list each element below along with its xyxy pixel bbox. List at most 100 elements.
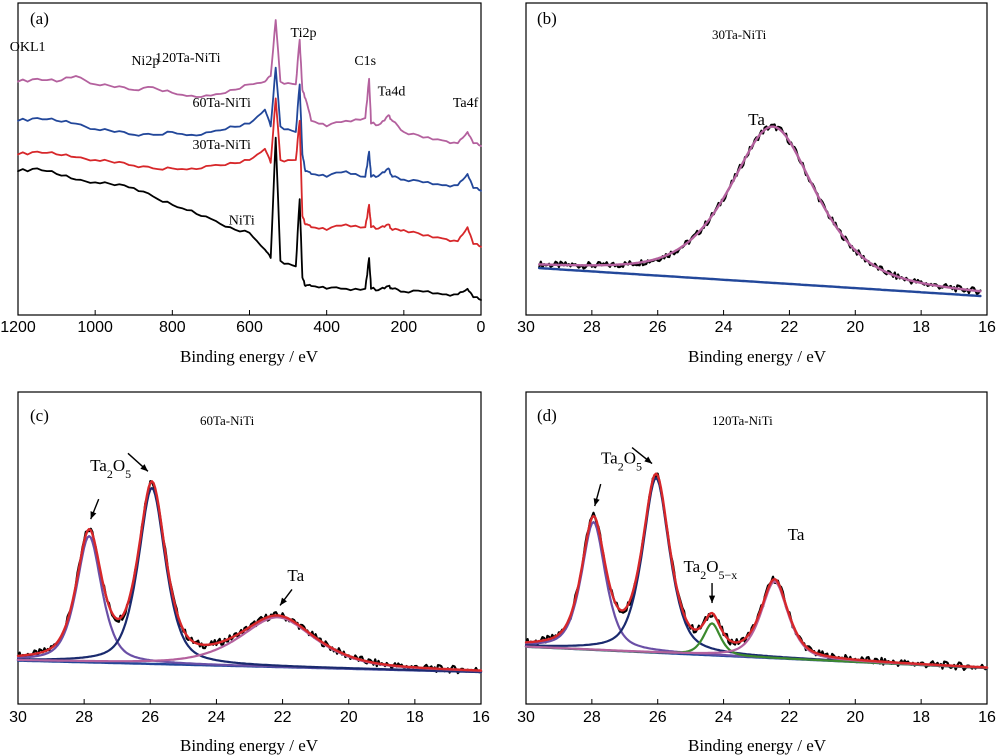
- panel-b-label: (b): [537, 9, 557, 28]
- panel-a-label: (a): [30, 9, 49, 28]
- spectrum-120ta-niti: [17, 19, 482, 147]
- panel-b-frame: [525, 2, 988, 316]
- panel-c-annotations: Ta2O5 Ta: [90, 452, 305, 606]
- raw-spectrum: [16, 480, 483, 675]
- fit-envelope: [524, 472, 989, 669]
- x-tick-label: 22: [781, 709, 799, 726]
- label-ta2o5: Ta2O5: [90, 456, 131, 481]
- x-tick-label: 18: [406, 709, 424, 726]
- x-tick-label: 24: [715, 709, 733, 726]
- panel-a-spectra: [17, 19, 482, 301]
- panel-d-frame: [525, 391, 988, 705]
- panel-d-x-ticks: 30 28 26 24 22 20 18 16: [517, 699, 996, 726]
- label-niti: NiTi: [229, 213, 255, 228]
- panel-b-sample-title: 30Ta-NiTi: [712, 27, 767, 42]
- x-tick-label: 1000: [77, 319, 113, 336]
- raw-spectrum: [538, 123, 982, 296]
- panel-b-x-axis-title: Binding energy / eV: [688, 347, 827, 366]
- peak-ta2o5: [524, 476, 989, 669]
- spectrum-60ta-niti: [17, 66, 482, 192]
- panel-d-sample-title: 120Ta-NiTi: [712, 413, 773, 428]
- label-ta4d: Ta4d: [378, 85, 406, 100]
- x-tick-label: 30: [517, 319, 535, 336]
- fit-envelope: [16, 480, 483, 672]
- x-tick-label: 20: [846, 319, 864, 336]
- label-ta: Ta: [287, 566, 304, 585]
- panel-c-fit-curves: [16, 480, 483, 675]
- label-o1s: O1s: [264, 0, 287, 2]
- peak-arrowhead: [90, 511, 97, 520]
- panel-c-frame: [17, 391, 482, 705]
- x-tick-label: 26: [649, 319, 667, 336]
- x-tick-label: 16: [978, 319, 996, 336]
- label-ta: Ta: [748, 110, 765, 129]
- panel-c-sample-title: 60Ta-NiTi: [200, 413, 255, 428]
- peak-ta2o5: [524, 520, 989, 669]
- label-okl1: OKL1: [10, 40, 46, 55]
- peak-arrowhead: [644, 456, 653, 464]
- panel-c-x-axis-title: Binding energy / eV: [180, 736, 319, 755]
- label-c1s: C1s: [354, 54, 376, 69]
- x-tick-label: 800: [159, 319, 186, 336]
- x-tick-label: 16: [978, 709, 996, 726]
- label-120ta-niti: 120Ta-NiTi: [155, 51, 221, 66]
- spectrum-30ta-niti: [17, 97, 482, 248]
- x-tick-label: 28: [583, 319, 601, 336]
- x-tick-label: 22: [781, 319, 799, 336]
- x-tick-label: 24: [715, 319, 733, 336]
- x-tick-label: 400: [313, 319, 340, 336]
- peak-arrowhead: [280, 597, 287, 606]
- x-tick-label: 26: [141, 709, 159, 726]
- x-tick-label: 18: [912, 319, 930, 336]
- x-tick-label: 28: [583, 709, 601, 726]
- peak-arrowhead: [593, 498, 600, 507]
- panel-c-label: (c): [30, 406, 49, 425]
- panel-b-30ta-niti: (b) 30Ta-NiTi 30 28 26 24 22 20 18 16 Ta Bindin…: [517, 2, 996, 366]
- x-tick-label: 24: [208, 709, 226, 726]
- label-ta4f: Ta4f: [453, 96, 479, 111]
- background-line: [538, 266, 982, 298]
- peak-arrowhead: [140, 464, 148, 472]
- x-tick-label: 30: [9, 709, 27, 726]
- panel-c-60ta-niti: (c) 60Ta-NiTi 30 28 26 24 22 20 18 16 Ta2O5 Ta B…: [9, 391, 490, 755]
- x-tick-label: 16: [472, 709, 490, 726]
- spectrum-niti: [17, 136, 482, 301]
- x-tick-label: 200: [390, 319, 417, 336]
- label-30ta-niti: 30Ta-NiTi: [193, 138, 252, 153]
- x-tick-label: 0: [477, 319, 486, 336]
- peak-arrowhead: [708, 595, 716, 604]
- peak-ta2o5: [16, 535, 483, 673]
- panel-d-fit-curves: [524, 472, 989, 671]
- panel-d-annotations: Ta2O5 Ta2O5−x Ta: [593, 447, 805, 604]
- x-tick-label: 28: [75, 709, 93, 726]
- x-tick-label: 20: [846, 709, 864, 726]
- label-ta2o5-x: Ta2O5−x: [683, 557, 737, 582]
- label-ta: Ta: [788, 525, 805, 544]
- label-60ta-niti: 60Ta-NiTi: [193, 96, 252, 111]
- panel-a-survey: (a) 1200 1000 800 600 400 200 0 OKL1 Ni2p120Ta-…: [0, 0, 485, 366]
- peak-ta2o5-x: [524, 622, 989, 670]
- label-ti2p: Ti2p: [291, 26, 317, 41]
- panel-d-label: (d): [537, 406, 557, 425]
- fit-envelope: [538, 125, 982, 293]
- panel-c-x-ticks: 30 28 26 24 22 20 18 16: [9, 699, 490, 726]
- peak-ta2o5: [16, 486, 483, 673]
- label-ni2p: Ni2p: [131, 54, 159, 69]
- panel-a-x-axis-title: Binding energy / eV: [180, 347, 319, 366]
- x-tick-label: 18: [912, 709, 930, 726]
- x-tick-label: 30: [517, 709, 535, 726]
- panel-a-x-ticks: 1200 1000 800 600 400 200 0: [0, 310, 486, 336]
- x-tick-label: 600: [236, 319, 263, 336]
- panel-d-120ta-niti: (d) 120Ta-NiTi 30 28 26 24 22 20 18 16 Ta2O5Ta2…: [517, 391, 996, 755]
- x-tick-label: 26: [649, 709, 667, 726]
- panel-d-x-axis-title: Binding energy / eV: [688, 736, 827, 755]
- label-ta2o5: Ta2O5: [601, 449, 642, 474]
- x-tick-label: 22: [274, 709, 292, 726]
- x-tick-label: 20: [340, 709, 358, 726]
- x-tick-label: 1200: [0, 319, 36, 336]
- panel-b-annotations: Ta: [748, 110, 765, 129]
- panel-b-fit-curves: [538, 123, 982, 298]
- panel-b-x-ticks: 30 28 26 24 22 20 18 16: [517, 310, 996, 336]
